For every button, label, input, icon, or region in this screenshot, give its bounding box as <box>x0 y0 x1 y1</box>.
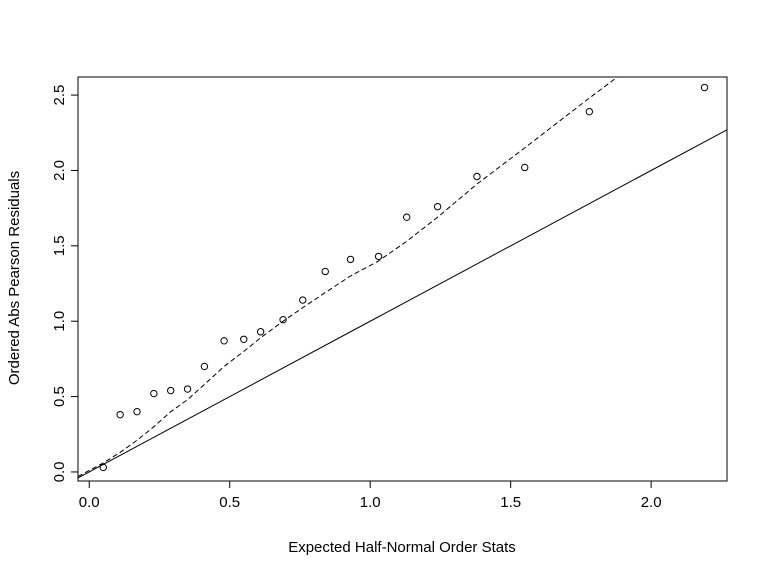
data-point <box>433 202 442 211</box>
data-point <box>374 252 383 261</box>
data-point <box>220 337 228 345</box>
data-point <box>700 83 709 92</box>
data-point <box>167 386 175 395</box>
data-point <box>133 407 141 416</box>
data-point <box>473 172 481 181</box>
envelope-line <box>78 77 618 477</box>
data-point <box>585 107 594 116</box>
y-axis: 0.0 0.5 1.0 1.5 2.0 2.5 <box>51 85 78 483</box>
envelope-layer <box>78 77 618 477</box>
data-point <box>150 389 158 398</box>
x-tick-label: 0.5 <box>219 494 240 511</box>
data-point <box>321 267 329 276</box>
x-tick-label: 1.5 <box>500 494 521 511</box>
data-point <box>521 163 529 172</box>
data-point <box>346 255 355 264</box>
y-tick-label: 0.0 <box>51 462 68 483</box>
y-tick-label: 2.5 <box>51 85 68 106</box>
x-axis: 0.0 0.5 1.0 1.5 2.0 <box>79 481 662 511</box>
y-tick-label: 1.5 <box>51 235 68 256</box>
reference-line <box>78 129 727 479</box>
x-tick-label: 0.0 <box>79 494 100 511</box>
data-point <box>299 296 307 304</box>
data-point <box>200 362 209 371</box>
data-point <box>183 385 192 393</box>
y-tick-label: 0.5 <box>51 386 68 407</box>
x-tick-label: 2.0 <box>641 494 662 511</box>
data-point <box>240 335 248 343</box>
x-tick-label: 1.0 <box>360 494 381 511</box>
data-point <box>116 410 124 419</box>
plot-box <box>77 76 728 482</box>
data-point <box>256 328 265 336</box>
y-axis-title: Ordered Abs Pearson Residuals <box>6 171 23 385</box>
points-layer <box>99 83 709 472</box>
reference-line-layer <box>78 129 727 479</box>
data-point <box>279 316 287 324</box>
y-tick-label: 2.0 <box>51 160 68 181</box>
x-axis-title: Expected Half-Normal Order Stats <box>288 539 516 556</box>
y-tick-label: 1.0 <box>51 311 68 332</box>
data-point <box>99 463 107 472</box>
data-point <box>403 213 411 221</box>
